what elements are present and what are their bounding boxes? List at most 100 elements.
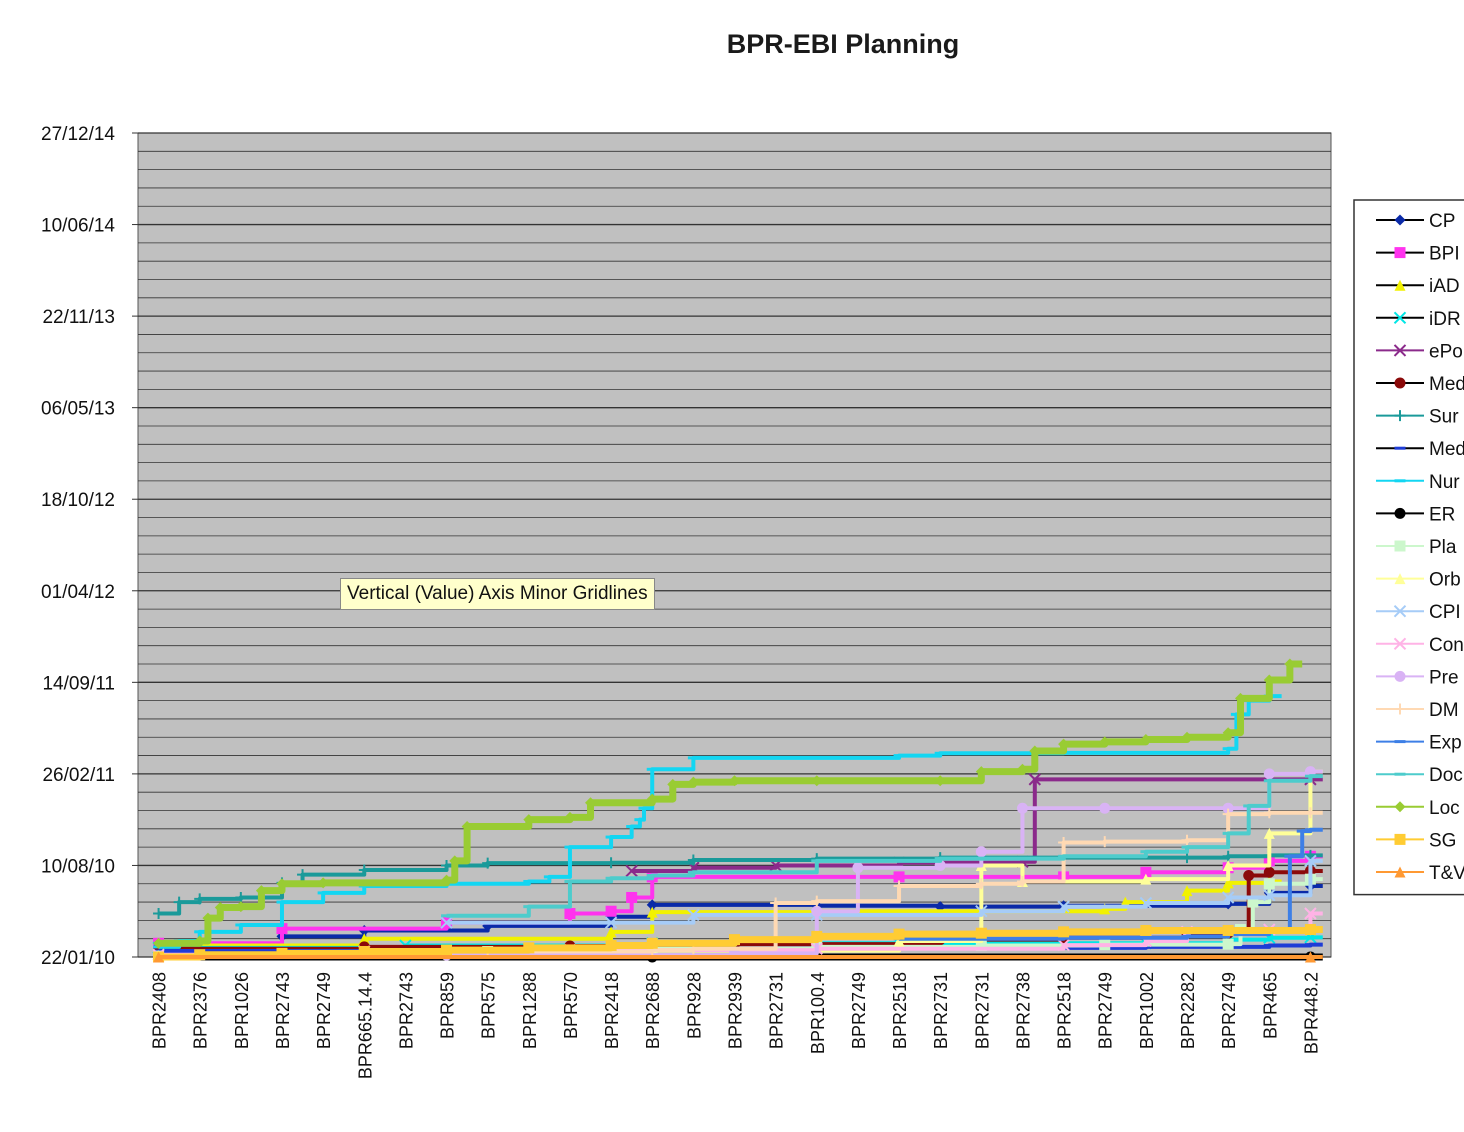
x-tick-label: BPR1026 [232, 972, 252, 1049]
data-point [358, 946, 370, 958]
data-point [1304, 951, 1316, 963]
data-point [893, 880, 905, 892]
data-point [1394, 279, 1406, 291]
data-point [1099, 903, 1111, 915]
data-point [1058, 926, 1070, 938]
data-point [1099, 802, 1111, 814]
data-point [1057, 900, 1070, 913]
data-point [449, 855, 461, 867]
data-point [1057, 938, 1070, 952]
x-tick-label: BPR575 [479, 972, 499, 1039]
data-point [1222, 938, 1234, 950]
x-tick-label: BPR465 [1260, 972, 1280, 1039]
data-point [893, 928, 905, 940]
data-point [1247, 896, 1259, 908]
series-20-t-v [153, 951, 1323, 963]
legend-entry: BPI [1376, 244, 1460, 265]
x-tick-label: BPR2731 [972, 972, 992, 1049]
x-tick-label: BPR2688 [643, 972, 663, 1049]
data-point [975, 878, 987, 890]
data-point [1181, 731, 1193, 743]
data-point [1263, 878, 1275, 890]
legend-label: Loc [1429, 798, 1460, 819]
data-point [687, 776, 699, 788]
x-tick-label: BPR2939 [726, 972, 746, 1049]
data-point [975, 846, 987, 858]
data-point [1099, 836, 1111, 848]
data-point [1222, 808, 1234, 820]
data-point [173, 896, 185, 908]
legend-entry: CPI [1376, 602, 1461, 623]
x-tick-label: BPR100.4 [808, 972, 828, 1054]
y-tick-label: 26/02/11 [42, 765, 115, 786]
data-point [1181, 834, 1193, 846]
data-point [1140, 734, 1152, 746]
data-point [1394, 866, 1406, 878]
data-point [811, 905, 823, 917]
data-point [1304, 907, 1317, 920]
data-point [1394, 214, 1406, 226]
legend-entry: Con [1376, 635, 1464, 656]
legend-entry: iDR [1376, 309, 1461, 330]
data-point [358, 933, 370, 945]
legend-entry: iAD [1376, 276, 1460, 297]
data-point [441, 874, 453, 886]
x-tick-label: BPR2749 [314, 972, 334, 1049]
data-point [564, 811, 576, 823]
data-point [1029, 745, 1041, 757]
legend-entry: Med [1376, 439, 1464, 460]
data-point [687, 908, 700, 922]
series-17-doc [441, 774, 1323, 918]
data-point [1393, 637, 1407, 651]
data-point [564, 908, 576, 920]
x-tick-label: BPR2518 [1055, 972, 1075, 1049]
legend-label: Pre [1429, 667, 1459, 688]
data-point [1393, 344, 1407, 357]
data-point [646, 937, 658, 949]
data-point [523, 942, 535, 954]
x-tick-label: BPR2418 [602, 972, 622, 1049]
data-point [811, 775, 823, 787]
data-point [1181, 852, 1193, 864]
plot-background [137, 132, 1332, 958]
data-point [1394, 410, 1406, 422]
legend-entry: SG [1376, 830, 1456, 851]
data-point [1394, 703, 1406, 715]
legend-label: SG [1429, 830, 1456, 851]
legend-label: DM [1429, 700, 1459, 721]
x-tick-label: BPR2518 [890, 972, 910, 1049]
legend-entry: Pla [1376, 537, 1457, 558]
legend-label: Nur [1429, 472, 1460, 493]
data-point [1028, 773, 1042, 786]
data-point [1016, 802, 1028, 814]
legend-label: ER [1429, 504, 1455, 525]
data-point [1394, 670, 1406, 682]
data-point [255, 885, 267, 897]
chart-title: BPR-EBI Planning [727, 29, 960, 59]
x-tick-label: BPR570 [561, 972, 581, 1039]
legend-label: Pla [1429, 537, 1457, 558]
legend-entry: Nur [1376, 472, 1460, 493]
legend-entry: ePo [1376, 341, 1463, 362]
legend-label: Sur [1429, 407, 1459, 428]
legend-label: CPI [1429, 602, 1461, 623]
data-point [585, 797, 597, 809]
data-point [214, 902, 226, 914]
data-point [1222, 802, 1234, 814]
x-tick-label: BPR2408 [150, 972, 170, 1049]
data-point [1394, 377, 1406, 389]
x-tick-label: BPR2749 [1096, 972, 1116, 1049]
x-tick-label: BPR859 [438, 972, 458, 1039]
data-point [317, 877, 329, 889]
legend-label: BPI [1429, 244, 1460, 265]
data-point [441, 944, 453, 956]
y-tick-label: 06/05/13 [41, 399, 115, 420]
data-point [1181, 885, 1193, 897]
y-tick-label: 10/06/14 [41, 216, 115, 237]
data-point [1221, 891, 1235, 904]
data-point [202, 912, 214, 924]
data-point [1234, 692, 1246, 704]
data-point [1058, 738, 1070, 750]
data-point [1016, 763, 1028, 775]
data-point [770, 897, 782, 909]
